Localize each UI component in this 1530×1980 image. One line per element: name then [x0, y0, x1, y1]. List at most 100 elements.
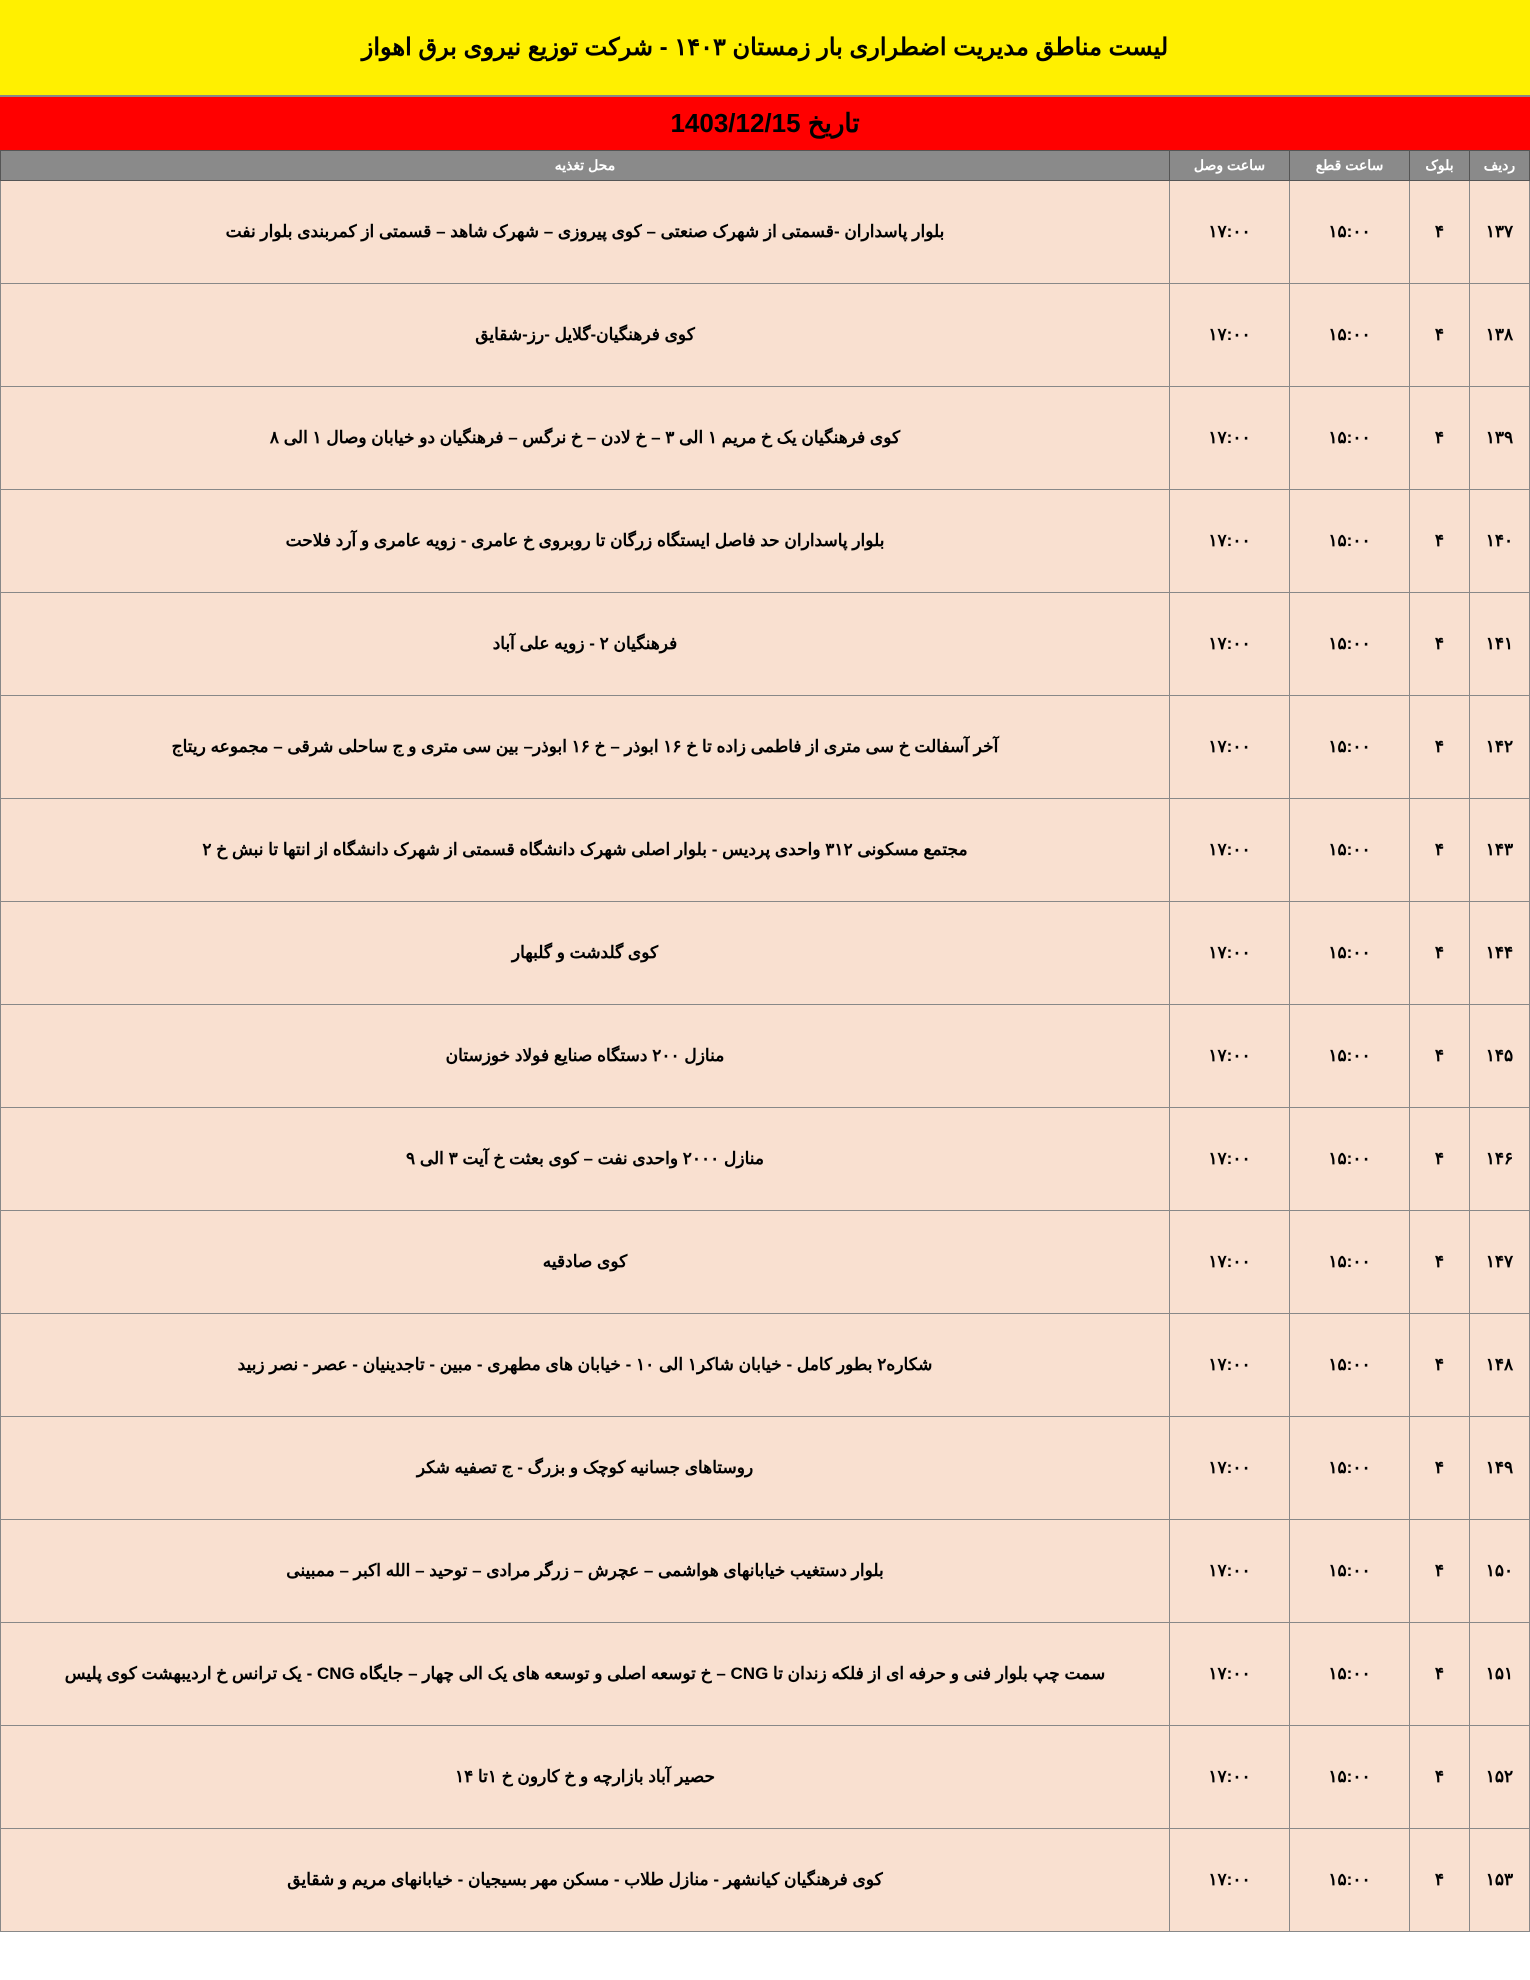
table-row: ۱۴۲۴۱۵:۰۰۱۷:۰۰آخر آسفالت خ سی متری از فا…: [1, 696, 1530, 799]
table-row: ۱۵۱۴۱۵:۰۰۱۷:۰۰سمت چپ بلوار فنی و حرفه ای…: [1, 1623, 1530, 1726]
table-row: ۱۴۰۴۱۵:۰۰۱۷:۰۰بلوار پاسداران حد فاصل ایس…: [1, 490, 1530, 593]
cell-off-time: ۱۵:۰۰: [1290, 1211, 1410, 1314]
table-row: ۱۴۸۴۱۵:۰۰۱۷:۰۰شکاره۲ بطور کامل - خیابان …: [1, 1314, 1530, 1417]
cell-on-time: ۱۷:۰۰: [1170, 1520, 1290, 1623]
table-row: ۱۳۹۴۱۵:۰۰۱۷:۰۰کوی فرهنگیان یک خ مریم ۱ ا…: [1, 387, 1530, 490]
cell-on-time: ۱۷:۰۰: [1170, 181, 1290, 284]
cell-location: حصیر آباد بازارچه و خ کارون خ ۱تا ۱۴: [1, 1726, 1170, 1829]
table-row: ۱۴۶۴۱۵:۰۰۱۷:۰۰منازل ۲۰۰۰ واحدی نفت – کوی…: [1, 1108, 1530, 1211]
table-row: ۱۳۸۴۱۵:۰۰۱۷:۰۰کوی فرهنگیان-گلایل -رز-شقا…: [1, 284, 1530, 387]
cell-location: کوی فرهنگیان-گلایل -رز-شقایق: [1, 284, 1170, 387]
cell-block: ۴: [1410, 799, 1470, 902]
cell-block: ۴: [1410, 696, 1470, 799]
cell-off-time: ۱۵:۰۰: [1290, 1520, 1410, 1623]
cell-location: کوی صادقیه: [1, 1211, 1170, 1314]
table-row: ۱۵۰۴۱۵:۰۰۱۷:۰۰بلوار دستغیب خیابانهای هوا…: [1, 1520, 1530, 1623]
cell-block: ۴: [1410, 1520, 1470, 1623]
cell-location: روستاهای جسانیه کوچک و بزرگ - ج تصفیه شک…: [1, 1417, 1170, 1520]
cell-off-time: ۱۵:۰۰: [1290, 181, 1410, 284]
cell-on-time: ۱۷:۰۰: [1170, 490, 1290, 593]
col-block: بلوک: [1410, 151, 1470, 181]
cell-on-time: ۱۷:۰۰: [1170, 1314, 1290, 1417]
cell-location: منازل ۲۰۰ دستگاه صنایع فولاد خوزستان: [1, 1005, 1170, 1108]
cell-on-time: ۱۷:۰۰: [1170, 284, 1290, 387]
cell-location: بلوار دستغیب خیابانهای هواشمی – عچرش – ز…: [1, 1520, 1170, 1623]
cell-on-time: ۱۷:۰۰: [1170, 1829, 1290, 1932]
cell-location: سمت چپ بلوار فنی و حرفه ای از فلکه زندان…: [1, 1623, 1170, 1726]
cell-block: ۴: [1410, 1623, 1470, 1726]
cell-row: ۱۵۰: [1470, 1520, 1530, 1623]
cell-location: فرهنگیان ۲ - زویه علی آباد: [1, 593, 1170, 696]
cell-block: ۴: [1410, 902, 1470, 1005]
cell-row: ۱۳۷: [1470, 181, 1530, 284]
cell-location: آخر آسفالت خ سی متری از فاطمی زاده تا خ …: [1, 696, 1170, 799]
cell-off-time: ۱۵:۰۰: [1290, 593, 1410, 696]
cell-row: ۱۳۹: [1470, 387, 1530, 490]
cell-row: ۱۴۲: [1470, 696, 1530, 799]
cell-off-time: ۱۵:۰۰: [1290, 387, 1410, 490]
cell-block: ۴: [1410, 593, 1470, 696]
cell-location: شکاره۲ بطور کامل - خیابان شاکر۱ الی ۱۰ -…: [1, 1314, 1170, 1417]
cell-row: ۱۴۷: [1470, 1211, 1530, 1314]
cell-off-time: ۱۵:۰۰: [1290, 902, 1410, 1005]
cell-block: ۴: [1410, 181, 1470, 284]
cell-row: ۱۴۰: [1470, 490, 1530, 593]
table-header-row: ردیف بلوک ساعت قطع ساعت وصل محل تغذیه: [1, 151, 1530, 181]
cell-location: کوی گلدشت و گلبهار: [1, 902, 1170, 1005]
table-row: ۱۴۹۴۱۵:۰۰۱۷:۰۰روستاهای جسانیه کوچک و بزر…: [1, 1417, 1530, 1520]
cell-on-time: ۱۷:۰۰: [1170, 1417, 1290, 1520]
cell-off-time: ۱۵:۰۰: [1290, 1829, 1410, 1932]
cell-block: ۴: [1410, 1005, 1470, 1108]
cell-row: ۱۵۳: [1470, 1829, 1530, 1932]
cell-block: ۴: [1410, 284, 1470, 387]
cell-off-time: ۱۵:۰۰: [1290, 1623, 1410, 1726]
table-row: ۱۴۴۴۱۵:۰۰۱۷:۰۰کوی گلدشت و گلبهار: [1, 902, 1530, 1005]
cell-row: ۱۴۶: [1470, 1108, 1530, 1211]
cell-block: ۴: [1410, 1726, 1470, 1829]
cell-location: بلوار پاسداران -قسمتی از شهرک صنعتی – کو…: [1, 181, 1170, 284]
cell-off-time: ۱۵:۰۰: [1290, 696, 1410, 799]
cell-on-time: ۱۷:۰۰: [1170, 1623, 1290, 1726]
cell-on-time: ۱۷:۰۰: [1170, 902, 1290, 1005]
cell-on-time: ۱۷:۰۰: [1170, 593, 1290, 696]
cell-on-time: ۱۷:۰۰: [1170, 1211, 1290, 1314]
cell-off-time: ۱۵:۰۰: [1290, 490, 1410, 593]
outage-schedule-page: لیست مناطق مدیریت اضطراری بار زمستان ۱۴۰…: [0, 0, 1530, 1932]
cell-row: ۱۴۵: [1470, 1005, 1530, 1108]
cell-location: کوی فرهنگیان یک خ مریم ۱ الی ۳ – خ لادن …: [1, 387, 1170, 490]
cell-on-time: ۱۷:۰۰: [1170, 1726, 1290, 1829]
table-row: ۱۵۲۴۱۵:۰۰۱۷:۰۰حصیر آباد بازارچه و خ کارو…: [1, 1726, 1530, 1829]
col-off-time: ساعت قطع: [1290, 151, 1410, 181]
cell-off-time: ۱۵:۰۰: [1290, 1005, 1410, 1108]
cell-off-time: ۱۵:۰۰: [1290, 1417, 1410, 1520]
cell-block: ۴: [1410, 387, 1470, 490]
cell-row: ۱۴۹: [1470, 1417, 1530, 1520]
table-row: ۱۳۷۴۱۵:۰۰۱۷:۰۰بلوار پاسداران -قسمتی از ش…: [1, 181, 1530, 284]
page-title: لیست مناطق مدیریت اضطراری بار زمستان ۱۴۰…: [0, 0, 1530, 95]
cell-block: ۴: [1410, 1108, 1470, 1211]
cell-off-time: ۱۵:۰۰: [1290, 1726, 1410, 1829]
cell-block: ۴: [1410, 1314, 1470, 1417]
cell-on-time: ۱۷:۰۰: [1170, 1005, 1290, 1108]
cell-off-time: ۱۵:۰۰: [1290, 1108, 1410, 1211]
cell-row: ۱۴۴: [1470, 902, 1530, 1005]
cell-block: ۴: [1410, 1829, 1470, 1932]
cell-on-time: ۱۷:۰۰: [1170, 387, 1290, 490]
col-location: محل تغذیه: [1, 151, 1170, 181]
cell-block: ۴: [1410, 1417, 1470, 1520]
table-row: ۱۵۳۴۱۵:۰۰۱۷:۰۰کوی فرهنگیان کیانشهر - منا…: [1, 1829, 1530, 1932]
cell-row: ۱۵۱: [1470, 1623, 1530, 1726]
cell-on-time: ۱۷:۰۰: [1170, 1108, 1290, 1211]
cell-off-time: ۱۵:۰۰: [1290, 799, 1410, 902]
cell-location: مجتمع مسکونی ۳۱۲ واحدی پردیس - بلوار اصل…: [1, 799, 1170, 902]
cell-location: منازل ۲۰۰۰ واحدی نفت – کوی بعثت خ آیت ۳ …: [1, 1108, 1170, 1211]
cell-off-time: ۱۵:۰۰: [1290, 284, 1410, 387]
date-label: تاریخ 1403/12/15: [0, 95, 1530, 150]
cell-on-time: ۱۷:۰۰: [1170, 696, 1290, 799]
cell-location: بلوار پاسداران حد فاصل ایستگاه زرگان تا …: [1, 490, 1170, 593]
cell-location: کوی فرهنگیان کیانشهر - منازل طلاب - مسکن…: [1, 1829, 1170, 1932]
table-row: ۱۴۱۴۱۵:۰۰۱۷:۰۰فرهنگیان ۲ - زویه علی آباد: [1, 593, 1530, 696]
table-row: ۱۴۷۴۱۵:۰۰۱۷:۰۰کوی صادقیه: [1, 1211, 1530, 1314]
cell-row: ۱۴۳: [1470, 799, 1530, 902]
col-row: ردیف: [1470, 151, 1530, 181]
